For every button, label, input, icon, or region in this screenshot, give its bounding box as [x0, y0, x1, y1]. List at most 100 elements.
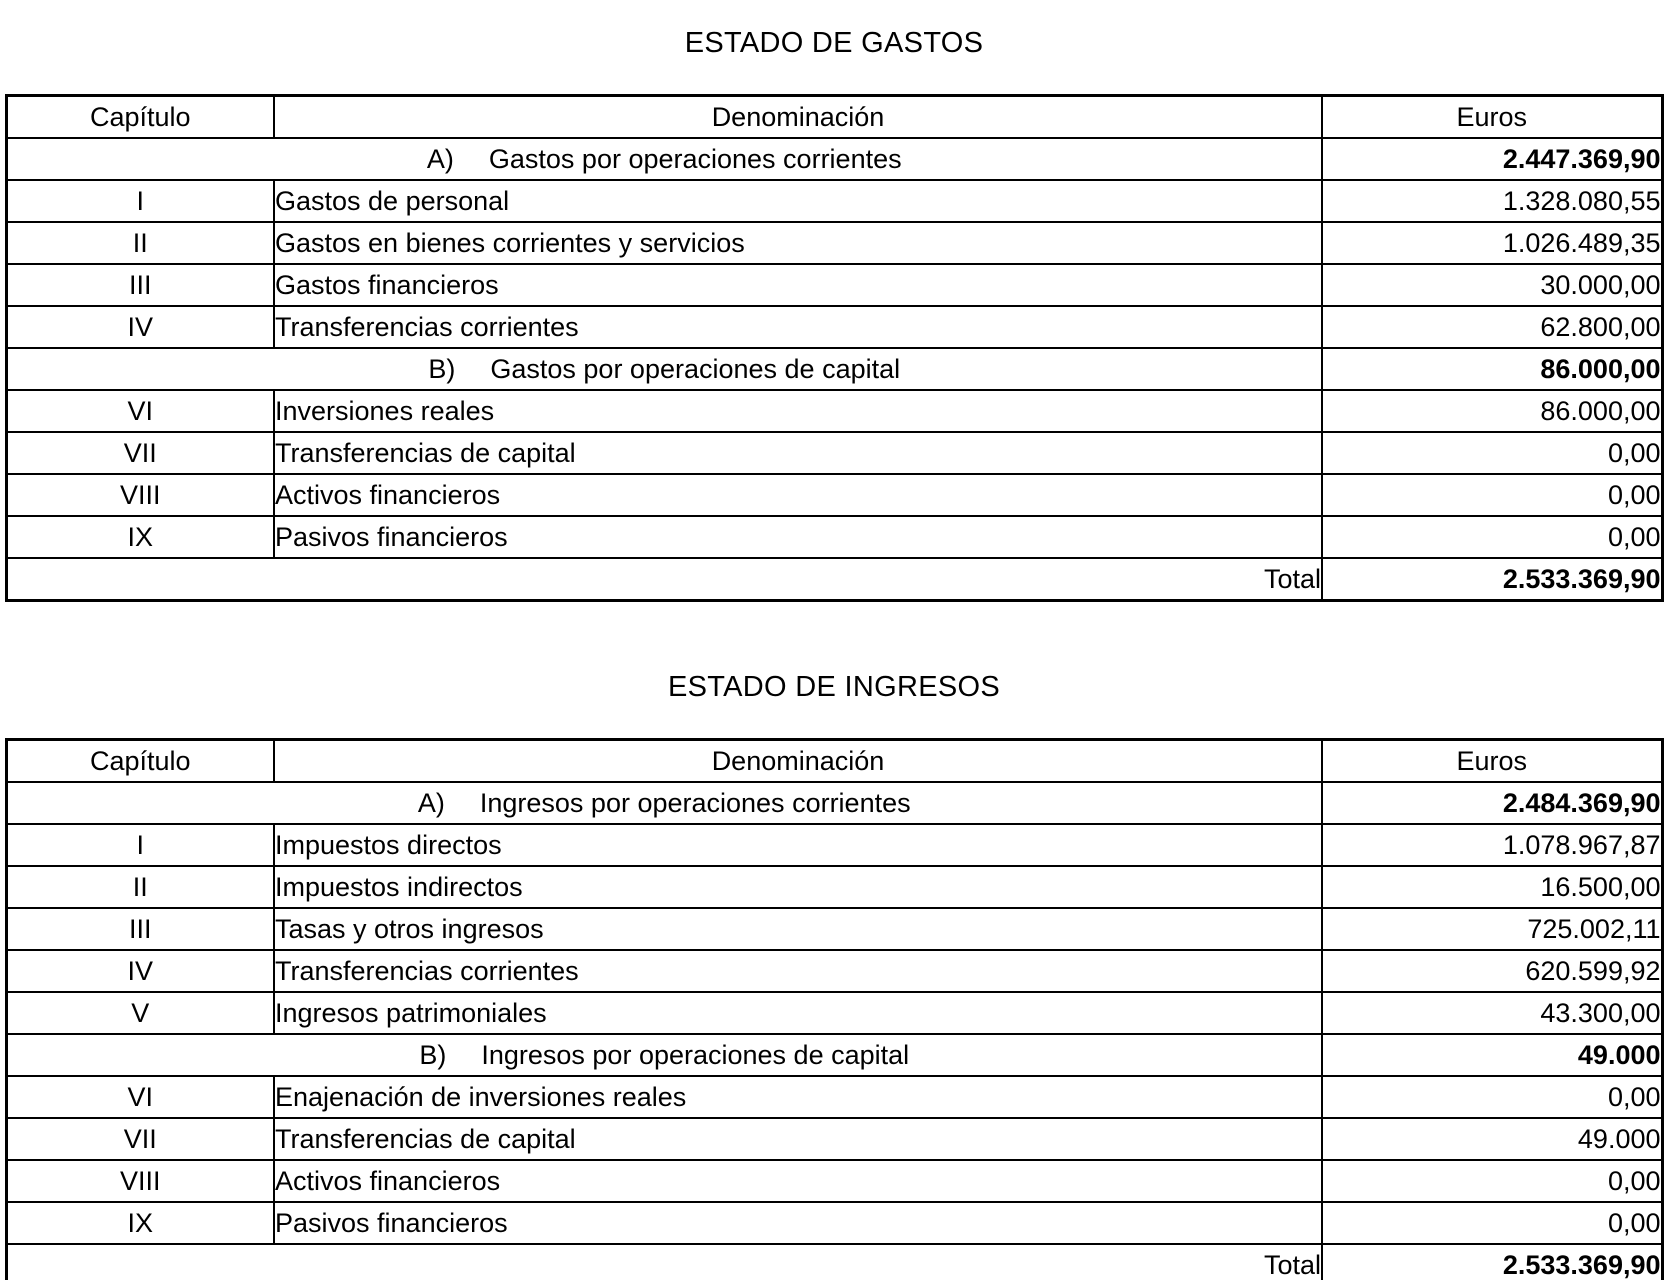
- chapter-number: VI: [5, 388, 275, 433]
- column-header-euros: Euros: [1321, 94, 1663, 139]
- table-row: III Gastos financieros 30.000,00: [5, 262, 1663, 307]
- chapter-denominacion: Gastos financieros: [273, 262, 1323, 307]
- chapter-amount: 0,00: [1321, 1200, 1663, 1245]
- group-denominacion: Gastos por operaciones corrientes: [488, 143, 902, 174]
- group-amount: 86.000,00: [1321, 346, 1663, 391]
- chapter-denominacion: Pasivos financieros: [273, 514, 1323, 559]
- chapter-amount: 1.026.489,35: [1321, 220, 1663, 265]
- chapter-denominacion: Activos financieros: [273, 472, 1323, 517]
- chapter-amount: 0,00: [1321, 472, 1663, 517]
- page-title-gastos: ESTADO DE GASTOS: [684, 27, 984, 60]
- chapter-amount: 43.300,00: [1321, 990, 1663, 1035]
- table-row: VI Enajenación de inversiones reales 0,00: [5, 1074, 1663, 1119]
- chapter-amount: 620.599,92: [1321, 948, 1663, 993]
- group-letter: A): [417, 787, 445, 818]
- group-denominacion: Gastos por operaciones de capital: [490, 353, 901, 384]
- table-row: IX Pasivos financieros 0,00: [5, 514, 1663, 559]
- chapter-number: VIII: [5, 1158, 275, 1203]
- total-label: Total: [5, 1242, 1323, 1280]
- chapter-amount: 30.000,00: [1321, 262, 1663, 307]
- table-row: IX Pasivos financieros 0,00: [5, 1200, 1663, 1245]
- chapter-denominacion: Transferencias corrientes: [273, 948, 1323, 993]
- group-amount: 49.000: [1321, 1032, 1663, 1077]
- chapter-number: I: [5, 822, 275, 867]
- chapter-denominacion: Gastos de personal: [273, 178, 1323, 223]
- column-header-denominacion: Denominación: [273, 94, 1323, 139]
- table-row: IV Transferencias corrientes 62.800,00: [5, 304, 1663, 349]
- group-amount: 2.484.369,90: [1321, 780, 1663, 825]
- chapter-amount: 1.078.967,87: [1321, 822, 1663, 867]
- chapter-number: VII: [5, 1116, 275, 1161]
- total-label: Total: [5, 556, 1323, 602]
- chapter-denominacion: Impuestos directos: [273, 822, 1323, 867]
- chapter-denominacion: Transferencias de capital: [273, 430, 1323, 475]
- chapter-denominacion: Tasas y otros ingresos: [273, 906, 1323, 951]
- chapter-denominacion: Transferencias corrientes: [273, 304, 1323, 349]
- page-title-ingresos: ESTADO DE INGRESOS: [668, 671, 1000, 704]
- chapter-number: VIII: [5, 472, 275, 517]
- group-letter: A): [426, 143, 454, 174]
- table-row: IV Transferencias corrientes 620.599,92: [5, 948, 1663, 993]
- table-row: B) Gastos por operaciones de capital 86.00…: [5, 346, 1663, 391]
- chapter-amount: 0,00: [1321, 430, 1663, 475]
- chapter-amount: 725.002,11: [1321, 906, 1663, 951]
- table-gastos-body: A) Gastos por operaciones corrientes 2.447…: [5, 136, 1663, 559]
- chapter-number: VII: [5, 430, 275, 475]
- group-row-label: A) Ingresos por operaciones corrientes: [5, 780, 1323, 825]
- chapter-denominacion: Impuestos indirectos: [273, 864, 1323, 909]
- chapter-amount: 0,00: [1321, 1158, 1663, 1203]
- table-row: VII Transferencias de capital 0,00: [5, 430, 1663, 475]
- group-denominacion: Ingresos por operaciones de capital: [481, 1039, 910, 1070]
- chapter-amount: 0,00: [1321, 1074, 1663, 1119]
- table-row: I Gastos de personal 1.328.080,55: [5, 178, 1663, 223]
- table-row: III Tasas y otros ingresos 725.002,11: [5, 906, 1663, 951]
- table-row: II Gastos en bienes corrientes y servicio…: [5, 220, 1663, 265]
- chapter-number: IX: [5, 1200, 275, 1245]
- chapter-denominacion: Gastos en bienes corrientes y servicios: [273, 220, 1323, 265]
- chapter-number: IV: [5, 948, 275, 993]
- chapter-amount: 49.000: [1321, 1116, 1663, 1161]
- table-gastos-head: Capítulo Denominación Euros: [5, 94, 1663, 139]
- table-row: I Impuestos directos 1.078.967,87: [5, 822, 1663, 867]
- column-header-capitulo: Capítulo: [5, 738, 275, 783]
- table-header-row: Capítulo Denominación Euros: [5, 738, 1663, 783]
- column-header-denominacion: Denominación: [273, 738, 1323, 783]
- group-amount: 2.447.369,90: [1321, 136, 1663, 181]
- table-row: VIII Activos financieros 0,00: [5, 1158, 1663, 1203]
- chapter-denominacion: Enajenación de inversiones reales: [273, 1074, 1323, 1119]
- group-row-label: A) Gastos por operaciones corrientes: [5, 136, 1323, 181]
- table-ingresos-foot: Total 2.533.369,90: [5, 1242, 1663, 1280]
- chapter-denominacion: Inversiones reales: [273, 388, 1323, 433]
- chapter-denominacion: Ingresos patrimoniales: [273, 990, 1323, 1035]
- group-denominacion: Ingresos por operaciones corrientes: [479, 787, 911, 818]
- table-total-row: Total 2.533.369,90: [5, 1242, 1663, 1280]
- chapter-amount: 62.800,00: [1321, 304, 1663, 349]
- chapter-number: III: [5, 906, 275, 951]
- table-ingresos-head: Capítulo Denominación Euros: [5, 738, 1663, 783]
- group-letter: B): [428, 353, 456, 384]
- table-row: VI Inversiones reales 86.000,00: [5, 388, 1663, 433]
- chapter-number: VI: [5, 1074, 275, 1119]
- table-row: A) Gastos por operaciones corrientes 2.447…: [5, 136, 1663, 181]
- table-ingresos: Capítulo Denominación Euros A) Ingresos p…: [4, 737, 1664, 1280]
- chapter-number: III: [5, 262, 275, 307]
- table-row: B) Ingresos por operaciones de capital 49.…: [5, 1032, 1663, 1077]
- chapter-number: IX: [5, 514, 275, 559]
- group-letter: B): [419, 1039, 447, 1070]
- chapter-amount: 0,00: [1321, 514, 1663, 559]
- table-row: VIII Activos financieros 0,00: [5, 472, 1663, 517]
- chapter-amount: 86.000,00: [1321, 388, 1663, 433]
- group-row-label: B) Ingresos por operaciones de capital: [5, 1032, 1323, 1077]
- chapter-number: II: [5, 220, 275, 265]
- table-ingresos-body: A) Ingresos por operaciones corrientes 2.4…: [5, 780, 1663, 1245]
- column-header-euros: Euros: [1321, 738, 1663, 783]
- chapter-number: IV: [5, 304, 275, 349]
- chapter-amount: 16.500,00: [1321, 864, 1663, 909]
- chapter-denominacion: Activos financieros: [273, 1158, 1323, 1203]
- chapter-denominacion: Transferencias de capital: [273, 1116, 1323, 1161]
- chapter-number: I: [5, 178, 275, 223]
- total-amount: 2.533.369,90: [1321, 1242, 1663, 1280]
- table-header-row: Capítulo Denominación Euros: [5, 94, 1663, 139]
- chapter-denominacion: Pasivos financieros: [273, 1200, 1323, 1245]
